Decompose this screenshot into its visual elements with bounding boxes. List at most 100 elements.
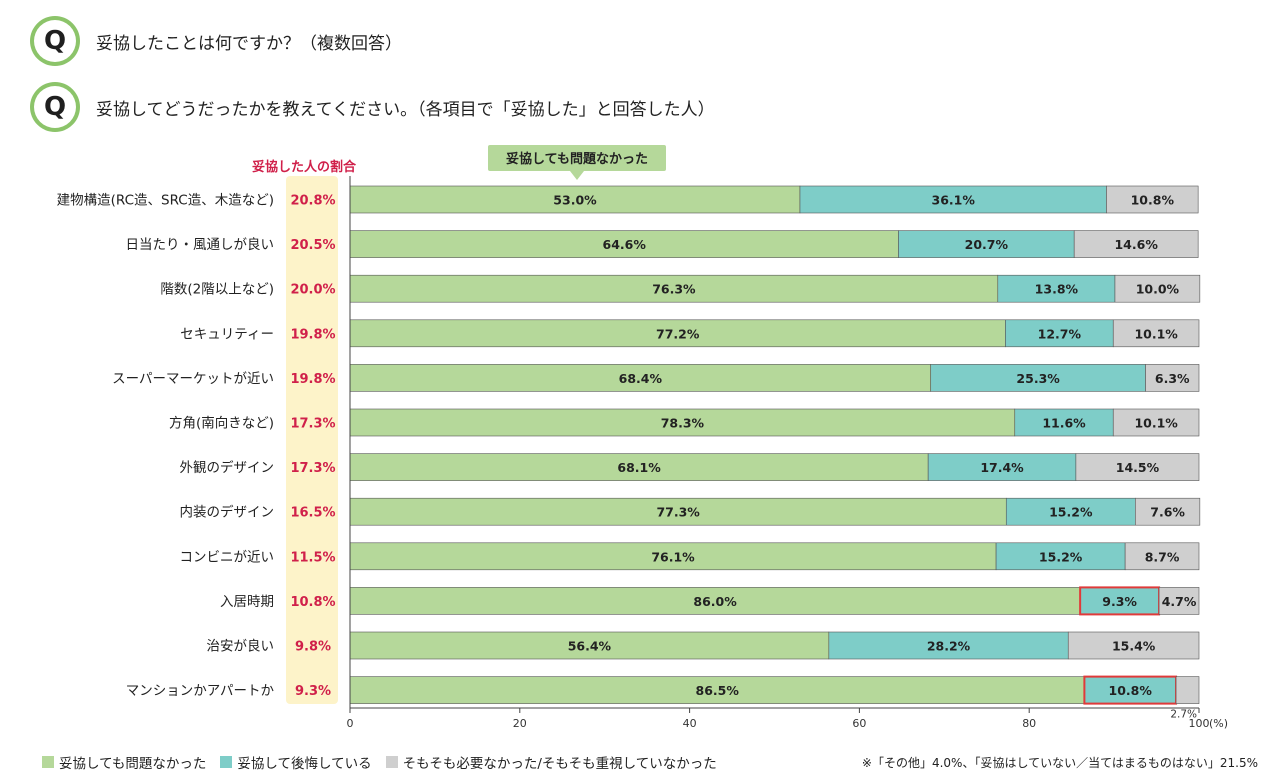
legend-swatch: [42, 756, 54, 768]
x-tick-label: 60: [852, 717, 866, 730]
legend-label: 妥協して後悔している: [237, 756, 372, 772]
bar-segment-regret: [1079, 586, 1161, 616]
x-tick-label: 40: [683, 717, 697, 730]
ratio-value: 11.5%: [290, 550, 335, 565]
data-label: 7.6%: [1150, 505, 1185, 520]
data-label: 10.8%: [1109, 683, 1153, 698]
data-label: 15.2%: [1049, 505, 1093, 520]
ratio-value: 19.8%: [290, 327, 335, 342]
callout-text: 妥協しても問題なかった: [506, 151, 648, 167]
x-tick-label: 20: [513, 717, 527, 730]
bar-segment-unneeded: [1158, 587, 1200, 615]
ratio-header: 妥協した人の割合: [252, 160, 357, 175]
category-label: 治安が良い: [207, 639, 275, 655]
bar-segment-regret: [1005, 319, 1114, 348]
ratio-value: 20.5%: [290, 238, 335, 253]
data-label: 10.1%: [1134, 326, 1178, 341]
data-label: 14.6%: [1114, 237, 1158, 252]
data-label: 9.3%: [1102, 594, 1137, 609]
category-label: 方角(南向きなど): [169, 416, 274, 432]
data-label: 68.1%: [617, 460, 661, 475]
x-tick-label: 0: [347, 717, 354, 730]
data-label: 15.4%: [1112, 639, 1156, 654]
legend-label: そもそも必要なかった/そもそも重視していなかった: [402, 756, 717, 772]
ratio-value: 20.0%: [290, 283, 335, 298]
legend-label: 妥協しても問題なかった: [59, 756, 207, 772]
ratio-value: 10.8%: [290, 595, 335, 610]
data-label: 76.1%: [651, 549, 695, 564]
data-label: 68.4%: [619, 371, 663, 386]
ratio-column-bg: [286, 176, 338, 704]
x-tick-label: 80: [1022, 717, 1036, 730]
bar-segment-regret: [799, 185, 1107, 214]
bar-segment-ok: [349, 185, 801, 214]
data-label: 28.2%: [927, 639, 971, 654]
category-label: 建物構造(RC造、SRC造、木造など): [57, 193, 274, 209]
bar-segment-ok: [349, 274, 999, 303]
legend-item-unneeded: そもそも必要なかった/そもそも重視していなかった: [385, 752, 717, 772]
category-label: コンビニが近い: [180, 549, 275, 565]
bar-segment-unneeded: [1075, 453, 1200, 481]
bar-segment-unneeded: [1112, 408, 1200, 437]
ratio-value: 9.3%: [295, 684, 331, 699]
data-label: 10.1%: [1134, 416, 1178, 431]
bar-segment-ok: [349, 364, 932, 392]
x-unit-label: (%): [1209, 717, 1228, 730]
data-label: 86.5%: [696, 683, 740, 698]
data-label: 86.0%: [693, 594, 737, 609]
bar-segment-unneeded: [1135, 497, 1201, 526]
legend-item-ok: 妥協しても問題なかった: [42, 752, 206, 772]
q-badge-icon: Q: [30, 16, 80, 66]
category-label: 日当たり・風通しが良い: [126, 237, 275, 253]
question-2-text: 妥協してどうだったかを教えてください。（各項目で「妥協した」と回答した人）: [96, 99, 715, 120]
data-label: 78.3%: [661, 416, 705, 431]
bar-segment-regret: [930, 364, 1146, 392]
legend: 妥協しても問題なかった 妥協して後悔している そもそも必要なかった/そもそも重視…: [42, 752, 731, 772]
bar-segment-unneeded: [1175, 676, 1200, 704]
question-2: Q 妥協してどうだったかを教えてください。（各項目で「妥協した」と回答した人）: [30, 82, 715, 132]
bar-segment-ok: [349, 319, 1006, 348]
bar-segment-unneeded: [1124, 542, 1200, 571]
x-tick-label: 100: [1189, 717, 1210, 730]
category-label: 内装のデザイン: [180, 504, 275, 521]
data-label: 77.2%: [656, 326, 700, 341]
bar-segment-unneeded: [1067, 631, 1200, 660]
category-label: 階数(2階以上など): [160, 282, 274, 298]
bar-segment-regret: [828, 631, 1069, 660]
category-label: 外観のデザイン: [180, 459, 275, 476]
callout-box: [488, 145, 666, 171]
ratio-value: 20.8%: [290, 194, 335, 209]
bar-segment-regret: [997, 274, 1116, 303]
data-label: 77.3%: [656, 505, 700, 520]
bar-segment-ok: [349, 676, 1085, 704]
data-label: 14.5%: [1116, 460, 1160, 475]
bar-segment-ok: [349, 497, 1007, 526]
question-1-text: 妥協したことは何ですか？（複数回答）: [96, 33, 402, 54]
bar-segment-regret: [1005, 497, 1136, 526]
ratio-value: 17.3%: [290, 461, 335, 476]
data-label: 10.8%: [1131, 193, 1175, 208]
category-label: 入居時期: [220, 594, 274, 610]
legend-item-regret: 妥協して後悔している: [220, 752, 372, 772]
bar-segment-unneeded: [1114, 274, 1201, 303]
data-label: 15.2%: [1039, 549, 1083, 564]
data-label: 2.7%: [1170, 709, 1197, 721]
bar-segment-regret: [898, 230, 1075, 258]
category-label: マンションかアパートか: [126, 683, 275, 699]
bar-segment-ok: [349, 230, 899, 258]
footnote: ※「その他」4.0%、「妥協はしていない／当てはまるものはない」21.5%: [861, 756, 1258, 770]
data-label: 11.6%: [1042, 416, 1086, 431]
category-label: スーパーマーケットが近い: [112, 371, 274, 387]
category-label: セキュリティー: [180, 326, 274, 342]
bar-segment-unneeded: [1106, 185, 1199, 214]
legend-swatch: [220, 756, 233, 768]
bar-segment-ok: [349, 631, 830, 660]
data-label: 10.0%: [1136, 282, 1180, 297]
data-label: 53.0%: [553, 193, 597, 208]
data-label: 25.3%: [1016, 371, 1060, 386]
bar-segment-regret: [927, 453, 1077, 481]
data-label: 8.7%: [1145, 549, 1180, 564]
data-label: 17.4%: [980, 460, 1024, 475]
legend-swatch: [385, 756, 398, 768]
